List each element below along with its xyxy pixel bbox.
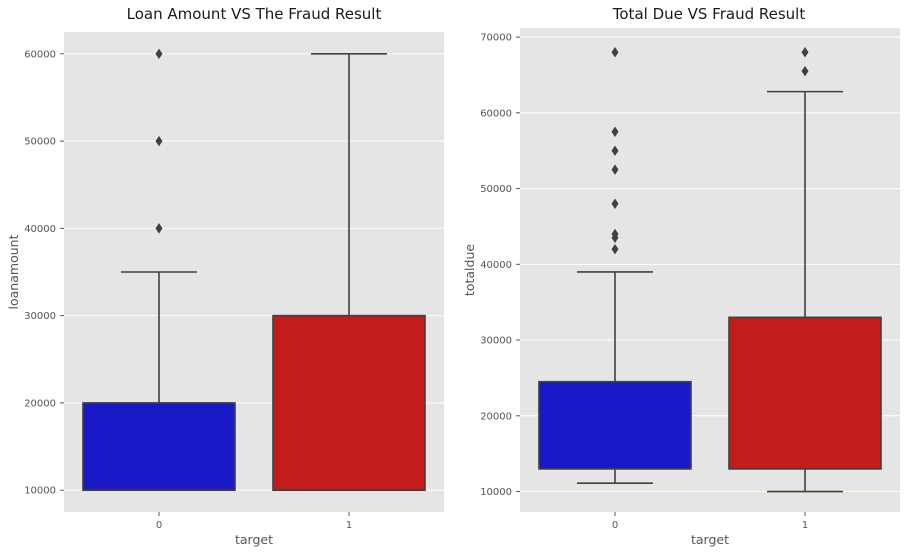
outlier-point bbox=[155, 48, 163, 60]
box-iqr bbox=[272, 314, 426, 491]
outlier-point bbox=[611, 164, 619, 175]
y-tick-label: 50000 bbox=[480, 184, 512, 195]
y-tick-label: 40000 bbox=[480, 260, 512, 271]
y-tick-label: 30000 bbox=[24, 311, 56, 322]
outlier-point bbox=[611, 145, 619, 156]
y-tick-label: 40000 bbox=[24, 224, 56, 235]
x-axis-label: target bbox=[235, 532, 273, 547]
y-tick-label: 60000 bbox=[480, 108, 512, 119]
y-tick-label: 20000 bbox=[24, 398, 56, 409]
x-tick-label: 0 bbox=[612, 520, 618, 531]
chart-title: Loan Amount VS The Fraud Result bbox=[127, 5, 382, 23]
y-tick-label: 70000 bbox=[480, 33, 512, 44]
box-group-0 bbox=[82, 48, 236, 491]
box-group-0 bbox=[538, 47, 692, 485]
box-iqr bbox=[82, 402, 236, 491]
x-axis-label: target bbox=[691, 532, 729, 547]
y-tick-label: 60000 bbox=[24, 49, 56, 60]
outlier-point bbox=[155, 135, 163, 147]
box-group-1 bbox=[728, 47, 882, 493]
y-axis-label: loanamount bbox=[6, 234, 21, 309]
chart-panel-1: 10000 20000 30000 40000 50000 60000 0 1 Loan Amo… bbox=[6, 5, 444, 547]
outlier-point bbox=[611, 47, 619, 58]
outlier-point bbox=[155, 223, 163, 234]
chart-title: Total Due VS Fraud Result bbox=[612, 5, 806, 23]
x-tick-label: 1 bbox=[802, 520, 808, 531]
y-tick-label: 10000 bbox=[24, 486, 56, 497]
outlier-point bbox=[611, 228, 619, 240]
box-iqr bbox=[538, 380, 692, 470]
box-group-1 bbox=[272, 53, 426, 491]
outlier-point bbox=[611, 198, 619, 209]
y-tick-label: 30000 bbox=[480, 336, 512, 347]
outlier-point bbox=[801, 65, 809, 77]
y-axis-label: totaldue bbox=[462, 244, 477, 296]
x-tick-label: 0 bbox=[156, 520, 162, 531]
outlier-point bbox=[801, 47, 809, 58]
box-iqr bbox=[728, 316, 882, 470]
x-tick-label: 1 bbox=[346, 520, 352, 531]
y-tick-label: 10000 bbox=[480, 487, 512, 498]
y-tick-label: 20000 bbox=[480, 411, 512, 422]
chart-panel-2: 10000 20000 30000 40000 50000 60000 70000 0 1 Tot… bbox=[462, 5, 900, 547]
outlier-point bbox=[611, 243, 619, 255]
outlier-point bbox=[611, 126, 619, 137]
y-tick-label: 50000 bbox=[24, 137, 56, 148]
